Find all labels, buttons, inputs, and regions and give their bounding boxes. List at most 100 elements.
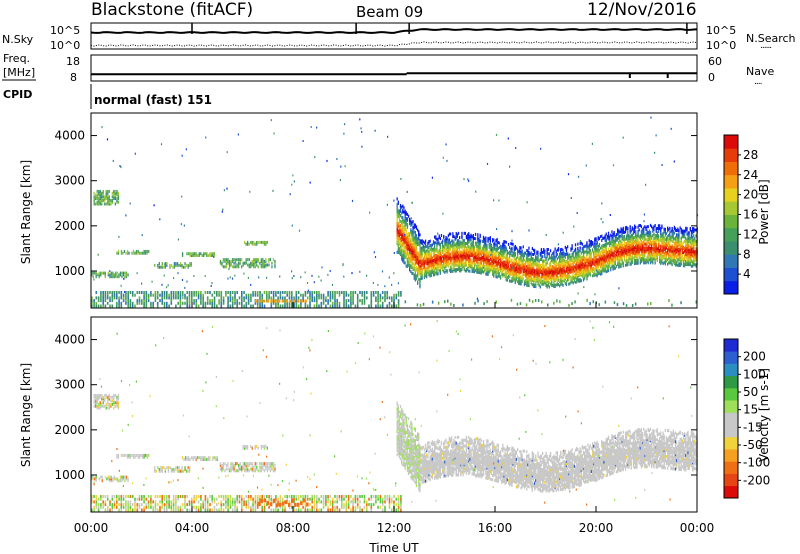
power-cell xyxy=(649,254,652,258)
power-cell xyxy=(131,301,134,305)
power-cell xyxy=(268,291,270,294)
power-cell xyxy=(543,262,545,266)
power-cell xyxy=(431,256,433,260)
power-cell xyxy=(251,261,253,265)
power-cell xyxy=(107,197,109,201)
power-cell xyxy=(547,258,549,262)
power-cell xyxy=(454,236,456,240)
power-cell xyxy=(505,258,507,262)
power-cell xyxy=(403,219,405,223)
power-cell xyxy=(656,254,658,258)
power-cell xyxy=(107,193,109,197)
power-cell xyxy=(581,258,583,262)
power-cell xyxy=(379,299,382,303)
power-cell xyxy=(309,293,311,297)
power-cell xyxy=(624,237,627,241)
power-cell xyxy=(96,195,98,199)
power-cell xyxy=(459,236,461,240)
power-cell xyxy=(484,269,486,273)
power-cell xyxy=(548,281,551,285)
power-cell xyxy=(522,255,524,259)
power-cell xyxy=(625,304,628,307)
power-cell xyxy=(471,241,473,245)
power-cell xyxy=(399,209,402,213)
power-cell xyxy=(181,252,184,256)
power-cell xyxy=(356,304,359,308)
power-cell xyxy=(156,301,159,305)
power-cell xyxy=(412,243,414,247)
power-cell xyxy=(610,233,612,237)
power-cell xyxy=(524,279,527,283)
power-cell xyxy=(459,262,461,266)
power-cell xyxy=(405,234,407,238)
power-cell xyxy=(532,277,535,281)
power-cell xyxy=(110,273,112,277)
power-cell xyxy=(571,244,573,248)
power-cell xyxy=(656,227,658,230)
power-cell xyxy=(409,246,411,250)
power-cell xyxy=(653,225,655,229)
power-cell xyxy=(191,299,193,303)
power-cell xyxy=(499,244,502,248)
power-cell xyxy=(669,248,671,252)
power-cell xyxy=(247,276,249,279)
power-cell xyxy=(250,240,252,244)
power-cell xyxy=(122,271,125,275)
power-cell xyxy=(104,202,106,206)
power-cell xyxy=(231,265,234,269)
power-cell xyxy=(665,236,668,240)
power-cell xyxy=(101,271,103,275)
power-cell xyxy=(640,257,643,261)
power-cell xyxy=(582,271,585,275)
power-cell xyxy=(599,264,602,267)
power-cell xyxy=(634,302,637,306)
power-cell xyxy=(580,241,582,245)
power-cell xyxy=(571,247,573,251)
power-cell xyxy=(220,301,223,305)
power-cell xyxy=(131,304,134,308)
power-cell xyxy=(634,240,636,244)
power-cell xyxy=(229,291,232,294)
power-cell xyxy=(512,254,514,258)
power-cell xyxy=(181,279,184,281)
power-cell xyxy=(514,266,516,270)
power-cell xyxy=(542,272,544,276)
power-cell xyxy=(329,304,332,308)
power-cell xyxy=(589,260,591,264)
power-cell xyxy=(581,247,583,251)
power-cell xyxy=(181,301,184,305)
power-cell xyxy=(488,267,490,271)
power-cell xyxy=(478,242,480,246)
power-cell xyxy=(453,263,455,267)
power-cell xyxy=(479,245,481,249)
power-cell xyxy=(120,293,123,297)
power-cell xyxy=(498,264,501,268)
power-cell xyxy=(448,263,451,266)
power-cell xyxy=(311,293,313,297)
power-cell xyxy=(274,261,276,265)
power-cell xyxy=(479,256,481,260)
power-cell xyxy=(430,271,432,275)
power-cell xyxy=(421,259,423,263)
power-cell xyxy=(560,282,562,286)
power-cell xyxy=(564,245,566,249)
power-cell xyxy=(512,261,514,265)
power-cell xyxy=(200,296,202,300)
power-cell xyxy=(588,253,590,257)
power-cell xyxy=(402,249,404,253)
power-cell xyxy=(281,304,284,308)
power-cell xyxy=(241,299,243,303)
power-cell xyxy=(413,249,415,253)
power-cell xyxy=(193,299,195,303)
power-cell xyxy=(396,206,398,210)
power-cell xyxy=(611,234,613,238)
power-cell xyxy=(432,250,435,254)
power-cell xyxy=(537,250,539,254)
power-cell xyxy=(202,293,204,297)
power-cell xyxy=(546,248,548,251)
power-cell xyxy=(193,275,195,277)
power-cell xyxy=(197,304,200,308)
power-cell xyxy=(412,262,414,265)
power-cell xyxy=(635,250,637,254)
power-cell xyxy=(236,304,238,308)
